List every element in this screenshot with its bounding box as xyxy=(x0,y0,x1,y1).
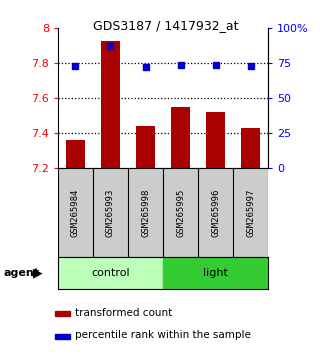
Text: transformed count: transformed count xyxy=(75,308,172,318)
Bar xyxy=(206,112,225,168)
Text: GSM265997: GSM265997 xyxy=(246,188,255,236)
Bar xyxy=(66,140,85,168)
Bar xyxy=(101,41,120,168)
Text: ▶: ▶ xyxy=(33,266,43,279)
Bar xyxy=(171,107,190,168)
Bar xyxy=(163,257,268,289)
Text: GSM265998: GSM265998 xyxy=(141,188,150,236)
Text: light: light xyxy=(203,268,228,278)
Text: GSM265993: GSM265993 xyxy=(106,188,115,236)
Bar xyxy=(55,334,70,339)
Text: control: control xyxy=(91,268,130,278)
Text: GSM265984: GSM265984 xyxy=(71,188,80,236)
Bar xyxy=(55,312,70,316)
Text: GSM265995: GSM265995 xyxy=(176,188,185,236)
Bar xyxy=(241,128,260,168)
Bar xyxy=(136,126,155,168)
Bar xyxy=(58,257,163,289)
Text: agent: agent xyxy=(3,268,39,278)
Text: GDS3187 / 1417932_at: GDS3187 / 1417932_at xyxy=(93,19,238,33)
Text: percentile rank within the sample: percentile rank within the sample xyxy=(75,330,251,340)
Text: GSM265996: GSM265996 xyxy=(211,188,220,236)
